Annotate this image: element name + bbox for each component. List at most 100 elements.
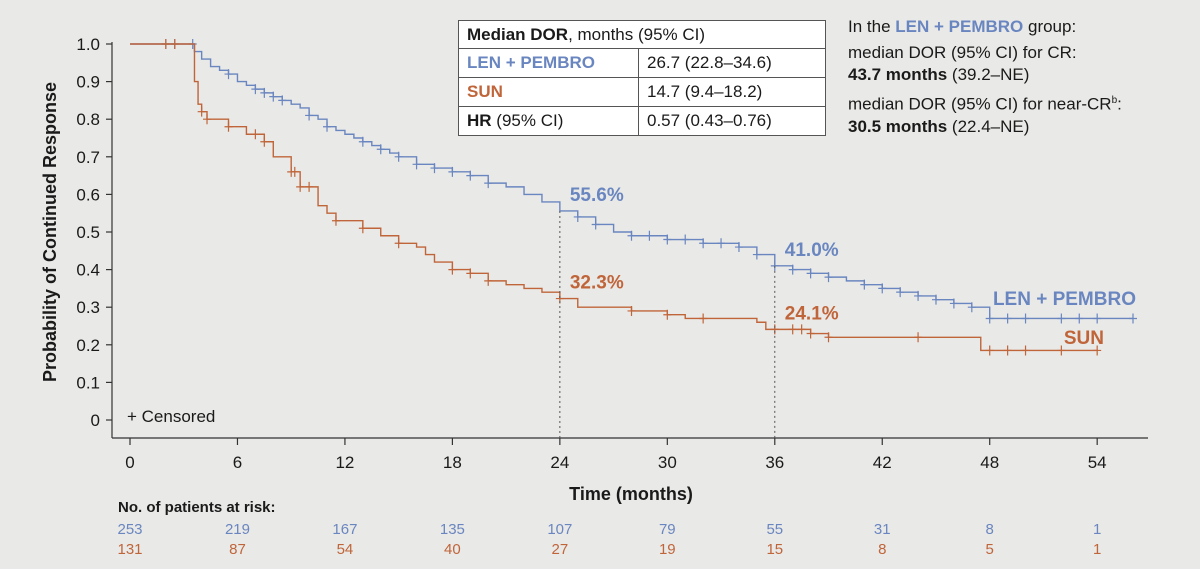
x-tick-label: 36 xyxy=(765,453,784,472)
censor-mark-len-pembro xyxy=(663,234,672,245)
censor-mark-sun xyxy=(806,328,815,339)
censor-mark-len-pembro xyxy=(430,163,439,174)
at-risk-value: 5 xyxy=(986,541,994,558)
note-near-cr-label: median DOR (95% CI) for near-CR xyxy=(848,94,1112,114)
censor-mark-len-pembro xyxy=(358,136,367,147)
annotation-label: 24.1% xyxy=(785,303,839,324)
note-near-cr-footnote: b xyxy=(1111,95,1118,106)
at-risk-value: 131 xyxy=(117,541,142,558)
note-near-cr-value: 30.5 months xyxy=(848,116,948,136)
censor-mark-len-pembro xyxy=(734,242,743,253)
note-near-cr: median DOR (95% CI) for near-CRb: 30.5 mo… xyxy=(848,90,1193,138)
median-dor-header-rest: , months (95% CI) xyxy=(568,24,706,44)
censor-mark-sun xyxy=(1093,345,1102,356)
censor-mark-len-pembro xyxy=(967,302,976,313)
censored-legend: + Censored xyxy=(127,407,215,426)
censor-mark-len-pembro xyxy=(1057,313,1066,324)
annotation-label: 55.6% xyxy=(570,185,624,206)
at-risk-table: No. of patients at risk: 253 219 167 135 107 7… xyxy=(117,499,1101,558)
y-tick-label: 0.6 xyxy=(76,185,100,204)
annotation-label: 32.3% xyxy=(570,273,624,294)
at-risk-title: No. of patients at risk: xyxy=(118,499,276,516)
censor-mark-len-pembro xyxy=(412,159,421,170)
at-risk-value: 19 xyxy=(659,541,676,558)
x-tick-label: 48 xyxy=(980,453,999,472)
censor-mark-len-pembro xyxy=(448,166,457,177)
censor-mark-sun xyxy=(448,264,457,275)
x-tick-label: 12 xyxy=(335,453,354,472)
censor-mark-len-pembro xyxy=(717,238,726,249)
censor-mark-sun xyxy=(224,121,233,132)
y-tick-label: 0.3 xyxy=(76,298,100,317)
censor-mark-len-pembro xyxy=(627,230,636,241)
censor-mark-len-pembro xyxy=(931,294,940,305)
censor-mark-sun xyxy=(797,324,806,335)
censor-mark-len-pembro xyxy=(1003,313,1012,324)
censor-mark-len-pembro xyxy=(645,230,654,241)
at-risk-value: 107 xyxy=(547,521,572,538)
note-intro-pre: In the xyxy=(848,17,896,36)
censor-mark-sun xyxy=(1021,345,1030,356)
at-risk-value: 87 xyxy=(229,541,246,558)
y-tick-label: 0.5 xyxy=(76,223,100,242)
censor-mark-sun xyxy=(358,223,367,234)
censor-mark-len-pembro xyxy=(376,144,385,155)
censor-mark-sun xyxy=(260,136,269,147)
y-tick-label: 0 xyxy=(91,411,100,430)
censor-mark-sun xyxy=(305,181,314,192)
censor-mark-sun xyxy=(161,39,170,49)
censor-mark-len-pembro xyxy=(466,170,475,181)
median-dor-row-sun: SUN 14.7 (9.4–18.2) xyxy=(458,77,826,107)
y-tick-label: 0.9 xyxy=(76,73,100,92)
censor-mark-len-pembro xyxy=(752,249,761,260)
median-dor-row-value: 14.7 (9.4–18.2) xyxy=(638,77,826,107)
censor-mark-len-pembro xyxy=(985,313,994,324)
note-cr-ci: (39.2–NE) xyxy=(947,65,1030,84)
censor-mark-sun xyxy=(985,345,994,356)
x-tick-label: 54 xyxy=(1088,453,1107,472)
censor-mark-sun xyxy=(627,305,636,316)
censor-mark-len-pembro xyxy=(269,91,278,102)
censor-mark-sun xyxy=(296,181,305,192)
at-risk-value: 27 xyxy=(552,541,569,558)
x-tick-label: 42 xyxy=(873,453,892,472)
censor-mark-sun xyxy=(251,129,260,140)
series-label-sun: SUN xyxy=(1064,328,1104,349)
censor-mark-sun xyxy=(203,114,212,125)
note-cr: median DOR (95% CI) for CR: 43.7 months (… xyxy=(848,42,1193,86)
x-axis-title: Time (months) xyxy=(569,484,693,504)
censor-mark-len-pembro xyxy=(1075,313,1084,324)
censor-mark-len-pembro xyxy=(260,87,269,98)
censor-mark-len-pembro xyxy=(251,84,260,95)
y-tick-label: 0.7 xyxy=(76,148,100,167)
note-intro-post: group: xyxy=(1023,17,1077,36)
censor-mark-len-pembro xyxy=(1129,313,1137,324)
x-tick-label: 6 xyxy=(233,453,242,472)
at-risk-value: 1 xyxy=(1093,521,1101,538)
y-tick-label: 0.2 xyxy=(76,336,100,355)
median-dor-header-bold: Median DOR xyxy=(467,24,569,44)
annotation-label: 41.0% xyxy=(785,240,839,261)
note-near-cr-ci: (22.4–NE) xyxy=(947,116,1030,136)
hr-label-rest: (95% CI) xyxy=(491,111,564,130)
subgroup-note: In the LEN + PEMBRO group: median DOR (9… xyxy=(848,16,1193,142)
censor-mark-len-pembro xyxy=(824,272,833,283)
censor-mark-sun xyxy=(1057,345,1066,356)
x-tick-label: 0 xyxy=(125,453,134,472)
censor-mark-sun xyxy=(1003,345,1012,356)
note-cr-label: median DOR (95% CI) for CR: xyxy=(848,43,1077,62)
censor-mark-len-pembro xyxy=(896,287,905,298)
censor-mark-len-pembro xyxy=(878,283,887,294)
median-dor-row-hr: HR (95% CI) 0.57 (0.43–0.76) xyxy=(458,106,826,136)
censor-mark-len-pembro xyxy=(806,268,815,279)
censor-mark-sun xyxy=(788,324,797,335)
censor-mark-len-pembro xyxy=(484,178,493,189)
censor-mark-sun xyxy=(394,238,403,249)
median-dor-row-label: LEN + PEMBRO xyxy=(458,48,639,78)
x-tick-label: 30 xyxy=(658,453,677,472)
chart-annotations: LEN + PEMBRO SUN 55.6% 32.3% 41.0% 24.1% xyxy=(559,185,1136,438)
censor-mark-len-pembro xyxy=(323,121,332,132)
y-tick-label: 0.1 xyxy=(76,373,100,392)
censor-mark-sun xyxy=(914,332,923,343)
